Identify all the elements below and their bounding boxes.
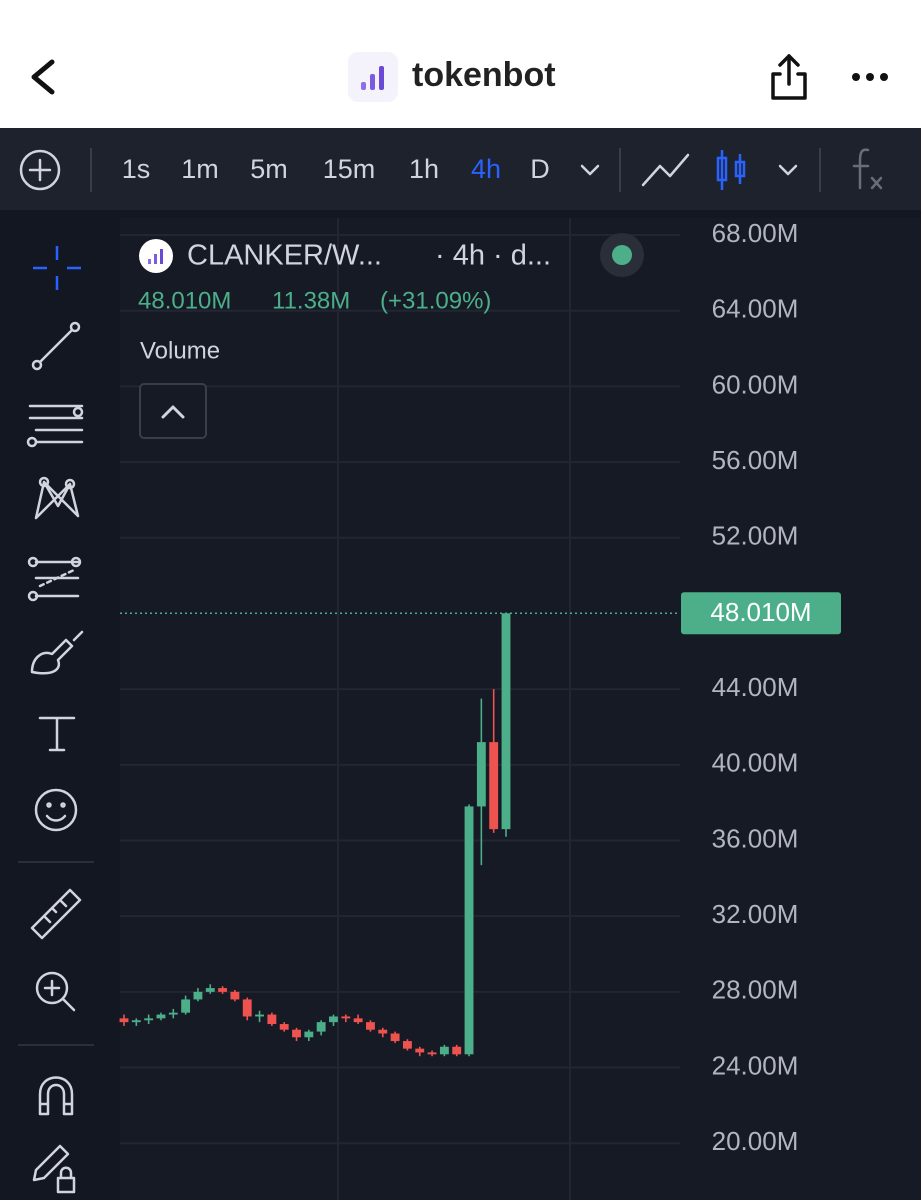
last-price: 48.010M	[120, 592, 841, 635]
more-button[interactable]	[852, 73, 888, 81]
candle-body	[501, 613, 511, 830]
market-status-dot	[612, 245, 632, 265]
header-bar	[0, 0, 921, 128]
collapse-button[interactable]	[139, 383, 207, 439]
app-logo	[348, 52, 398, 102]
add-indicator-button[interactable]	[19, 149, 61, 191]
symbol-name[interactable]: CLANKER/W...	[187, 240, 382, 272]
interval-button[interactable]: 5m	[250, 154, 288, 184]
candle-body	[193, 991, 203, 1000]
legend-change: 11.38M	[272, 287, 350, 314]
candle-body	[402, 1041, 412, 1049]
y-tick-label: 64.00M	[712, 294, 799, 324]
horizontal-lines-tool[interactable]	[26, 404, 84, 448]
interval-group: 1s 1m 5m 15m 1h 4h D	[122, 154, 550, 184]
candle-body	[353, 1018, 363, 1023]
interval-button[interactable]: 15m	[323, 154, 376, 184]
grid	[120, 234, 680, 1145]
candle-body	[304, 1031, 314, 1038]
line-chart-button[interactable]	[641, 153, 690, 187]
ruler-tool[interactable]	[30, 888, 82, 940]
y-tick-label: 44.00M	[712, 672, 799, 702]
candle-body	[427, 1052, 437, 1055]
legend-price: 48.010M	[138, 287, 231, 314]
candle-body	[267, 1014, 277, 1025]
candle-body	[316, 1022, 326, 1032]
text-tool[interactable]	[38, 716, 76, 752]
candle-chart-button[interactable]	[716, 150, 746, 190]
candle-body	[242, 999, 252, 1017]
interval-button[interactable]: 1h	[409, 154, 439, 184]
interval-dropdown[interactable]	[580, 164, 600, 176]
chart-type-dropdown[interactable]	[778, 164, 798, 176]
y-tick-label: 60.00M	[712, 369, 799, 399]
share-button[interactable]	[771, 54, 807, 100]
y-tick-label: 24.00M	[712, 1050, 799, 1080]
crosshair-tool[interactable]	[33, 246, 81, 290]
y-tick-label: 56.00M	[712, 445, 799, 475]
candle-body	[205, 988, 215, 992]
candle-body	[279, 1024, 289, 1030]
candle-body	[119, 1018, 129, 1023]
candle-body	[156, 1014, 166, 1019]
symbol-logo	[139, 239, 173, 273]
candle-body	[292, 1029, 301, 1038]
candle-body	[464, 806, 474, 1055]
magnet-tool[interactable]	[38, 1076, 74, 1116]
candle-body	[390, 1033, 400, 1042]
candle-body	[230, 991, 240, 1000]
pattern-tool[interactable]	[34, 476, 80, 520]
candle-body	[168, 1012, 178, 1015]
lock-drawing-tool[interactable]	[32, 1144, 76, 1194]
y-tick-label: 40.00M	[712, 748, 799, 778]
toolbar-gap	[0, 210, 921, 218]
y-tick-label: 36.00M	[712, 823, 799, 853]
tool-panel	[0, 218, 112, 1200]
last-price-label: 48.010M	[710, 597, 811, 627]
candle-body	[439, 1046, 449, 1055]
fx-button[interactable]	[852, 148, 883, 190]
brush-tool[interactable]	[30, 630, 84, 675]
candle-body	[181, 999, 191, 1013]
y-tick-label: 20.00M	[712, 1126, 799, 1156]
y-tick-label: 52.00M	[712, 521, 799, 551]
emoji-tool[interactable]	[34, 788, 78, 832]
candle-body	[329, 1016, 338, 1023]
trendline-tool[interactable]	[31, 321, 81, 371]
candle-body	[476, 742, 486, 807]
candle-body	[378, 1029, 388, 1034]
candle-body	[218, 988, 228, 992]
back-button[interactable]	[31, 59, 55, 95]
candle-body	[341, 1016, 351, 1019]
app-title: tokenbot	[412, 56, 556, 94]
chart-panel	[120, 218, 921, 1200]
candle-body	[366, 1022, 375, 1030]
interval-button[interactable]: 1s	[122, 154, 151, 184]
y-tick-label: 32.00M	[712, 899, 799, 929]
y-tick-label: 68.00M	[712, 218, 799, 248]
candle-body	[144, 1018, 154, 1021]
candles	[119, 613, 511, 1057]
candle-body	[255, 1014, 264, 1017]
price-axis: 68.00M 64.00M 60.00M 56.00M 52.00M 44.00M 40.0…	[712, 218, 799, 1156]
collapse-icon	[161, 405, 185, 419]
candle-body	[415, 1048, 425, 1053]
toolbar	[0, 128, 921, 210]
y-tick-label: 28.00M	[712, 975, 799, 1005]
interval-button[interactable]: 4h	[471, 154, 501, 184]
indicator-name: Volume	[140, 337, 220, 364]
zoom-tool[interactable]	[35, 971, 76, 1012]
interval-button[interactable]: 1m	[181, 154, 219, 184]
candle-body	[489, 742, 499, 830]
last-price-tag	[681, 592, 841, 635]
interval-button[interactable]: D	[530, 154, 550, 184]
fib-tool[interactable]	[27, 556, 82, 602]
symbol-interval: · 4h · d...	[435, 240, 551, 272]
legend-change-percent: (+31.09%)	[380, 287, 491, 314]
candle-body	[131, 1020, 141, 1023]
candle-body	[452, 1046, 462, 1055]
